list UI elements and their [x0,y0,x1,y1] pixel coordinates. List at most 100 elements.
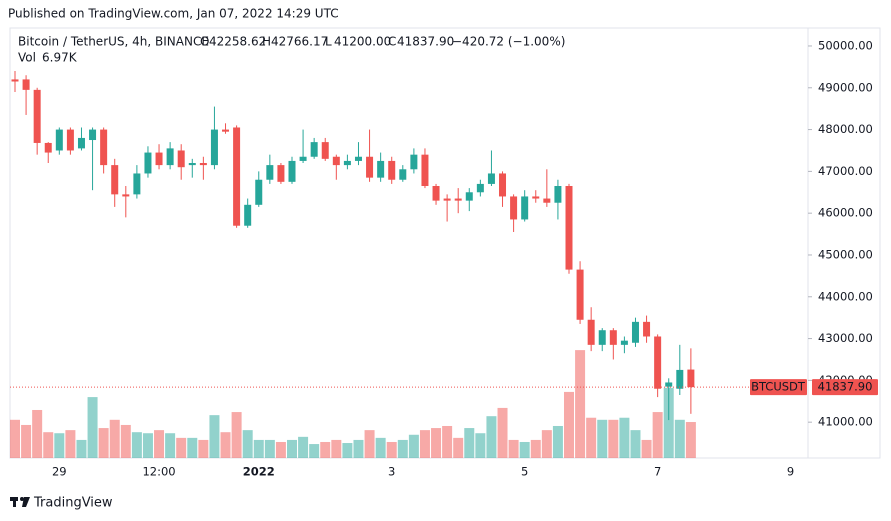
change-value: −420.72 (−1.00%) [452,35,565,49]
candle-body [354,156,362,161]
volume-bar [109,419,120,458]
symbol-badge: BTCUSDT [751,380,806,394]
volume-bar [253,439,264,458]
candle-body [77,137,85,149]
volume-bar [586,417,597,458]
candle-body [188,163,196,166]
volume-bar [519,441,530,458]
candle-body [543,198,551,203]
candle-body [410,154,418,170]
x-tick-label: 9 [787,465,794,479]
volume-bar [320,441,331,458]
volume-bar [98,428,109,458]
volume-bar [541,430,552,458]
y-tick-label: 50000.00 [818,38,873,52]
volume-bar [564,391,574,458]
volume-bar [342,443,353,458]
candle-body [321,142,329,159]
candle-body [310,142,318,157]
candle-body [100,129,108,166]
y-tick-label: 48000.00 [818,122,873,136]
volume-bar [375,437,386,458]
candle-body [89,129,97,141]
volume-bar [231,412,242,458]
candle-body [166,148,174,166]
volume-bar [331,439,342,458]
candle-body [631,321,639,343]
volume-bar [630,430,641,458]
volume-bar [298,436,309,458]
candle-body [255,179,263,205]
volume-bar [131,432,142,458]
candle-body [399,169,407,180]
published-note: Published on TradingView.com, Jan 07, 20… [8,7,339,21]
volume-bar [608,419,619,458]
volume-bar [154,430,165,458]
candle-body [22,79,30,90]
volume-bar [21,424,32,458]
volume-bar [176,437,187,458]
volume-bar [419,430,430,458]
candle-body [266,165,274,180]
x-tick-label: 7 [654,465,661,479]
x-tick-label: 12:00 [142,465,175,479]
volume-bar [475,433,486,458]
candle-body [454,198,462,201]
candle-body [521,196,529,220]
volume-bar [142,433,153,458]
volume-bar [43,432,54,458]
candle-body [510,196,518,220]
candle-body [465,192,473,201]
volume-bar [486,416,497,458]
volume-bar [575,350,586,458]
volume-bar [453,437,464,458]
x-tick-label: 2022 [243,465,275,479]
volume-bar [397,439,408,458]
candle-body [299,156,307,161]
candle-body [366,156,374,178]
volume-bar [10,419,20,458]
volume-bar [220,432,231,458]
candle-body [177,150,185,168]
candle-body [210,129,218,166]
candle-body [277,165,285,182]
price-badge-bg [812,379,878,396]
volume-bar [287,439,297,458]
y-tick-label: 46000.00 [818,206,873,220]
symbol-name: Bitcoin / TetherUS, 4h, BINANCE [18,35,209,49]
candle-body [388,160,396,180]
volume-bar [198,439,209,458]
candle-body [144,152,152,174]
volume-bar [497,407,508,458]
volume-value: 6.97K [42,51,78,65]
y-tick-label: 49000.00 [818,80,873,94]
candle-body [532,196,540,199]
candle-body [66,129,74,151]
candle-body [44,142,52,153]
x-tick-label: 5 [521,465,528,479]
candle-body [643,321,651,337]
candle-body [432,186,440,201]
volume-bar [597,419,608,458]
volume-bar [187,437,198,458]
candle-body [587,319,595,345]
y-tick-label: 43000.00 [818,331,873,345]
ohlc-value: 41200.00 [334,35,391,49]
candle-body [687,369,695,388]
volume-bar [242,430,253,458]
volume-bar [87,397,98,458]
ohlc-value: 42766.17 [271,35,328,49]
candle-body [155,152,163,166]
volume-bar [442,425,453,458]
volume-key: Vol [18,51,36,65]
ohlc-key: O [200,35,209,49]
y-tick-label: 45000.00 [818,247,873,261]
tv-logo [10,497,30,507]
candle-body [676,369,684,389]
candle-body [476,183,484,193]
y-tick-label: 41000.00 [818,415,873,429]
volume-bar [76,439,87,458]
candle-body [565,186,573,270]
volume-bar [165,433,176,458]
volume-bar [674,419,685,458]
